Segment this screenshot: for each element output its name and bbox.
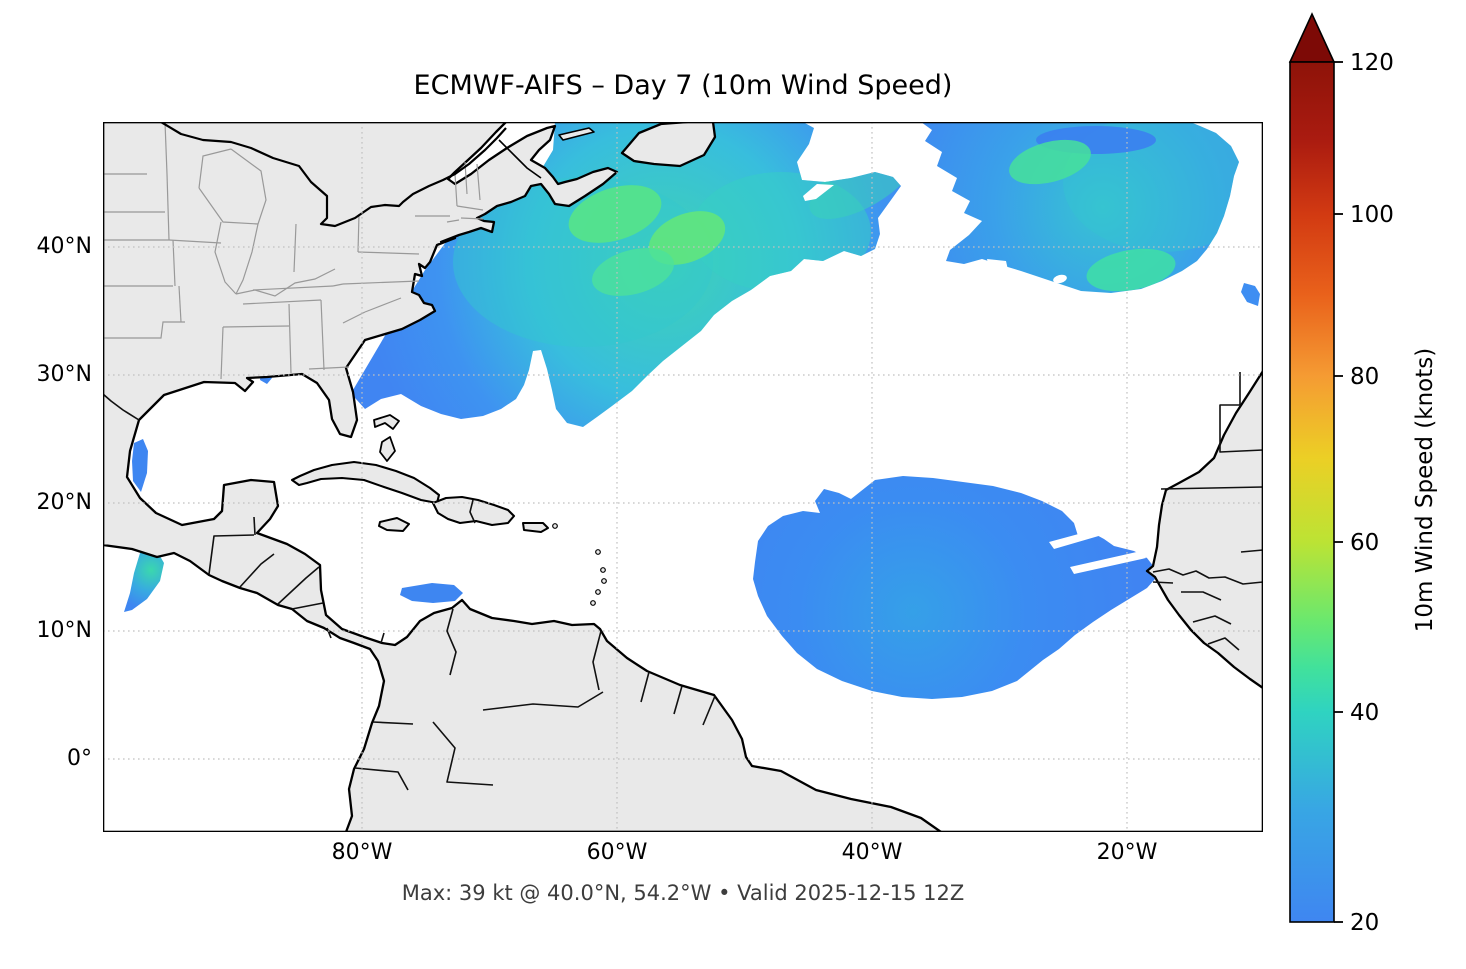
lon-tick-20w: 20°W <box>1096 840 1158 865</box>
island-anticosti <box>558 127 595 141</box>
lon-tick-40w: 40°W <box>841 840 903 865</box>
island-bahamas-2 <box>379 436 396 462</box>
lon-tick-80w: 80°W <box>331 840 393 865</box>
lat-tick-40n: 40°N <box>36 234 92 259</box>
colorbar-gradient-bar <box>1289 61 1335 923</box>
wind-hole-northwest <box>803 184 834 201</box>
lat-tick-10n: 10°N <box>36 618 92 643</box>
lat-tick-0: 0° <box>67 746 92 771</box>
caption-max-valid: Max: 39 kt @ 40.0°N, 54.2°W • Valid 2025… <box>401 881 965 905</box>
wind-shading-layer <box>124 122 1260 699</box>
lat-tick-20n: 20°N <box>36 490 92 515</box>
wind-hole-northeast-wing <box>987 259 1008 270</box>
islands-lesser-antilles <box>552 523 607 606</box>
island-bahamas-1 <box>373 414 400 430</box>
colorbar-tick-120: 120 <box>1350 50 1394 76</box>
colorbar: 120 100 80 60 40 20 10m Wind Speed (knot… <box>1288 12 1438 936</box>
island-newfoundland <box>620 122 717 168</box>
land-layer <box>103 122 1263 832</box>
island-hispaniola <box>431 495 516 527</box>
map-plot-area <box>103 122 1263 832</box>
wind-blob-southwest-caribbean <box>400 583 463 603</box>
wind-slit-cape-verde-2 <box>1070 551 1146 574</box>
country-border-layer <box>103 372 1263 791</box>
colorbar-tick-40: 40 <box>1350 700 1379 726</box>
lon-tick-60w: 60°W <box>586 840 648 865</box>
wind-slit-cape-verde-1 <box>1049 529 1102 549</box>
colorbar-tick-60: 60 <box>1350 530 1379 556</box>
island-cuba <box>290 460 441 505</box>
landmass-americas <box>103 122 943 832</box>
lat-tick-30n: 30°N <box>36 362 92 387</box>
colorbar-axis-label: 10m Wind Speed (knots) <box>1412 348 1438 632</box>
island-jamaica <box>378 517 410 532</box>
wind-hole-northeast <box>1053 274 1067 284</box>
island-puerto-rico <box>522 522 549 533</box>
canada-us-border <box>160 122 507 228</box>
maine-canada-border <box>498 139 542 179</box>
colorbar-tick-80: 80 <box>1350 364 1379 390</box>
page-title: ECMWF-AIFS – Day 7 (10m Wind Speed) <box>413 70 953 101</box>
wind-blob-detached-east <box>1241 283 1260 306</box>
wind-blob-northeast-atlantic-cores <box>1009 122 1239 292</box>
colorbar-tick-100: 100 <box>1350 202 1394 228</box>
state-border-layer <box>103 122 484 380</box>
colorbar-tick-labels: 120 100 80 60 40 20 <box>1350 50 1394 936</box>
wind-blob-tehuantepec <box>124 551 164 612</box>
gridline-layer <box>103 122 1263 832</box>
colorbar-extend-max-arrow <box>1288 12 1336 63</box>
landmass-west-africa <box>1145 369 1263 690</box>
colorbar-tick-marks <box>1334 61 1343 923</box>
wind-blob-gulf-of-mexico <box>132 439 148 492</box>
colorbar-tick-20: 20 <box>1350 910 1379 936</box>
wind-blob-tropical-atlantic <box>753 476 1155 699</box>
